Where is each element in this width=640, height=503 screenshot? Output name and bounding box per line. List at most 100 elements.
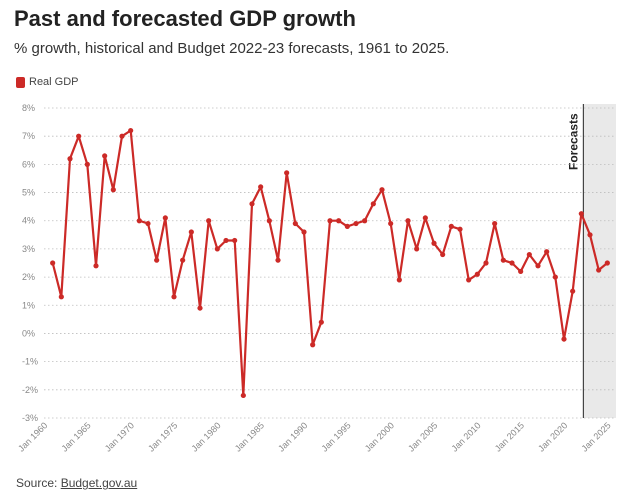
x-tick-label: Jan 1985 [233, 420, 266, 453]
chart-subtitle: % growth, historical and Budget 2022-23 … [14, 40, 450, 57]
data-point [284, 170, 290, 176]
data-point [275, 257, 281, 263]
y-tick-label: 1% [22, 300, 35, 310]
source-link[interactable]: Budget.gov.au [60, 476, 138, 490]
data-point [180, 257, 186, 263]
data-point [518, 268, 524, 275]
data-point [206, 218, 212, 224]
y-tick-label: -2% [22, 385, 38, 395]
legend-swatch [16, 76, 25, 88]
source-note: Source: Budget.gov.au [16, 476, 137, 490]
data-point [379, 187, 385, 193]
data-point [197, 305, 203, 311]
x-tick-label: Jan 2020 [536, 420, 569, 453]
data-point [509, 260, 515, 266]
x-tick-label: Jan 2025 [579, 420, 612, 453]
data-point [388, 220, 394, 227]
data-point [483, 260, 489, 266]
y-tick-label: 5% [22, 188, 35, 198]
y-tick-label: 6% [22, 159, 35, 169]
data-point [310, 342, 316, 348]
data-point [110, 187, 116, 193]
data-point [396, 277, 402, 283]
y-tick-label: -3% [22, 413, 38, 423]
x-tick-label: Jan 1965 [59, 420, 92, 453]
data-point [301, 229, 307, 235]
y-tick-label: 0% [22, 328, 35, 338]
data-point [414, 246, 420, 252]
data-point [154, 257, 160, 263]
x-tick-label: Jan 2015 [493, 420, 526, 453]
y-tick-label: 7% [22, 131, 35, 141]
data-point [188, 229, 194, 235]
y-tick-label: 3% [22, 244, 35, 254]
data-point [93, 263, 99, 269]
data-point [50, 260, 56, 266]
x-tick-label: Jan 1995 [319, 420, 352, 453]
data-point [440, 251, 446, 258]
x-tick-label: Jan 2000 [363, 420, 396, 453]
x-tick-label: Jan 2010 [449, 420, 482, 453]
y-tick-label: 8% [22, 103, 35, 113]
data-point [448, 223, 454, 229]
data-point [240, 392, 246, 399]
chart-title: Past and forecasted GDP growth [14, 6, 356, 31]
data-point [327, 218, 333, 224]
data-point [84, 161, 90, 167]
data-point [466, 277, 472, 283]
forecast-band [583, 104, 616, 418]
data-point [587, 232, 593, 238]
y-tick-label: -1% [22, 357, 38, 367]
data-point [526, 251, 532, 258]
data-point [249, 201, 255, 207]
data-point [58, 294, 64, 300]
data-point [214, 246, 220, 252]
y-tick-label: 2% [22, 272, 35, 282]
data-point [570, 288, 576, 294]
data-point [344, 223, 350, 229]
data-point [561, 336, 567, 342]
data-point [318, 319, 324, 325]
source-prefix: Source: [16, 476, 61, 490]
data-point [258, 184, 264, 190]
x-tick-label: Jan 2005 [406, 420, 439, 453]
data-point [362, 218, 368, 224]
data-point [162, 215, 168, 221]
x-tick-label: Jan 1970 [103, 420, 136, 453]
data-point [336, 218, 342, 224]
data-point [266, 218, 272, 224]
data-point [500, 257, 506, 263]
data-point [604, 260, 610, 266]
data-point [171, 294, 177, 300]
data-point [596, 267, 602, 273]
legend-label: Real GDP [29, 76, 79, 88]
data-point [353, 220, 359, 227]
x-tick-label: Jan 1975 [146, 420, 179, 453]
data-point [544, 249, 550, 255]
legend[interactable]: Real GDP [16, 76, 79, 88]
data-point [232, 237, 238, 244]
data-point [492, 220, 498, 227]
data-point [128, 127, 134, 134]
data-point [67, 156, 73, 162]
data-point [136, 218, 142, 224]
x-tick-label: Jan 1960 [16, 420, 49, 453]
data-point [292, 220, 298, 227]
data-point [145, 220, 151, 227]
y-tick-label: 4% [22, 216, 35, 226]
forecast-annotation: Forecasts [566, 113, 580, 170]
data-point [119, 133, 125, 139]
series-line [51, 129, 608, 397]
data-point [535, 263, 541, 269]
data-point [474, 271, 480, 277]
data-point [457, 226, 463, 232]
data-point [223, 237, 229, 244]
data-point [102, 153, 108, 159]
data-point [422, 215, 428, 221]
data-point [552, 274, 558, 280]
x-tick-label: Jan 1980 [189, 420, 222, 453]
data-point [370, 201, 376, 207]
data-point [405, 218, 411, 224]
data-point [76, 133, 82, 139]
